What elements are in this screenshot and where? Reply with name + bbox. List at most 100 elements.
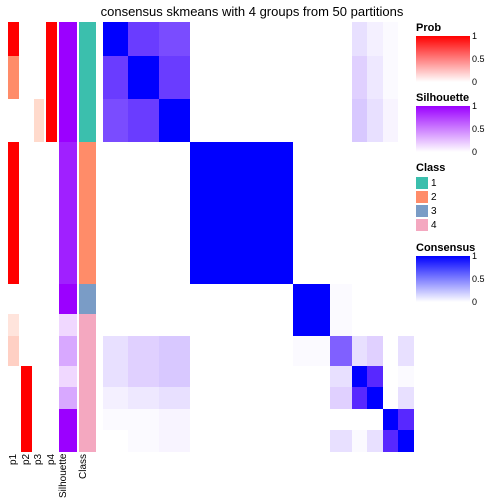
annot-cell bbox=[79, 314, 96, 336]
annot-cell bbox=[8, 409, 19, 431]
annot-cell bbox=[8, 366, 19, 388]
annot-col-p3 bbox=[34, 22, 45, 452]
class-swatch bbox=[416, 219, 428, 231]
heatmap-cell bbox=[103, 22, 128, 56]
colorbar-tick: 0.5 bbox=[472, 274, 485, 284]
annot-cell bbox=[21, 284, 32, 314]
colorbar-tick: 0.5 bbox=[472, 54, 485, 64]
heatmap-cell bbox=[367, 99, 383, 142]
heatmap-cell bbox=[398, 409, 414, 431]
heatmap-cell bbox=[330, 56, 352, 99]
heatmap-cell bbox=[330, 366, 352, 388]
heatmap-cell bbox=[190, 284, 224, 314]
heatmap-cell bbox=[159, 99, 190, 142]
heatmap-row bbox=[103, 314, 414, 336]
heatmap-cell bbox=[383, 22, 399, 56]
heatmap-cell bbox=[367, 336, 383, 366]
annot-cell bbox=[59, 284, 76, 314]
colorbar-tick: 0 bbox=[472, 147, 477, 157]
heatmap-cell bbox=[159, 142, 190, 189]
class-swatch-label: 4 bbox=[431, 220, 437, 231]
annot-cell bbox=[34, 409, 45, 431]
annotation-columns bbox=[8, 22, 98, 452]
heatmap-cell bbox=[398, 237, 414, 284]
annot-cell bbox=[8, 142, 19, 189]
heatmap-cell bbox=[224, 190, 258, 237]
heatmap-cell bbox=[224, 99, 258, 142]
annot-cell bbox=[8, 237, 19, 284]
legend-class-title: Class bbox=[416, 162, 500, 174]
annot-col-p4 bbox=[46, 22, 57, 452]
heatmap-cell bbox=[314, 142, 330, 189]
heatmap-cell bbox=[224, 387, 258, 409]
heatmap-cell bbox=[128, 409, 159, 431]
heatmap-cell bbox=[159, 190, 190, 237]
heatmap-cell bbox=[330, 284, 352, 314]
heatmap-cell bbox=[398, 284, 414, 314]
heatmap-cell bbox=[314, 409, 330, 431]
heatmap-cell bbox=[398, 314, 414, 336]
class-swatch bbox=[416, 205, 428, 217]
heatmap-cell bbox=[352, 237, 368, 284]
class-swatch-label: 2 bbox=[431, 192, 437, 203]
heatmap-cell bbox=[103, 314, 128, 336]
xlabel-class: Class bbox=[78, 454, 98, 502]
heatmap-cell bbox=[128, 366, 159, 388]
heatmap-cell bbox=[330, 387, 352, 409]
heatmap-cell bbox=[190, 99, 224, 142]
heatmap-cell bbox=[128, 314, 159, 336]
annot-cell bbox=[34, 190, 45, 237]
xlabel-p3: p3 bbox=[33, 454, 46, 502]
heatmap-cell bbox=[330, 237, 352, 284]
heatmap-cell bbox=[128, 430, 159, 452]
heatmap-cell bbox=[314, 314, 330, 336]
heatmap-cell bbox=[314, 284, 330, 314]
heatmap-cell bbox=[367, 56, 383, 99]
heatmap-cell bbox=[367, 314, 383, 336]
annot-cell bbox=[46, 190, 57, 237]
heatmap-cell bbox=[159, 56, 190, 99]
heatmap-cell bbox=[352, 56, 368, 99]
heatmap-cell bbox=[224, 366, 258, 388]
annot-cell bbox=[59, 237, 76, 284]
annot-cell bbox=[34, 387, 45, 409]
class-swatch-row: 4 bbox=[416, 218, 500, 232]
annot-cell bbox=[46, 22, 57, 56]
annot-cell bbox=[46, 284, 57, 314]
legend-prob-title: Prob bbox=[416, 22, 500, 34]
colorbar-prob: 10.50 bbox=[416, 36, 470, 82]
heatmap-cell bbox=[367, 409, 383, 431]
annot-cell bbox=[46, 387, 57, 409]
heatmap-cell bbox=[293, 387, 315, 409]
heatmap-cell bbox=[398, 142, 414, 189]
colorbar-tick: 1 bbox=[472, 251, 477, 261]
annot-cell bbox=[79, 430, 96, 452]
heatmap-row bbox=[103, 284, 414, 314]
heatmap-cell bbox=[352, 366, 368, 388]
colorbar-silhouette: 10.50 bbox=[416, 106, 470, 152]
heatmap-cell bbox=[367, 366, 383, 388]
heatmap-cell bbox=[103, 190, 128, 237]
heatmap-cell bbox=[367, 142, 383, 189]
annot-cell bbox=[8, 284, 19, 314]
heatmap-cell bbox=[352, 22, 368, 56]
colorbar-tick: 0 bbox=[472, 77, 477, 87]
annot-cell bbox=[8, 336, 19, 366]
heatmap-cell bbox=[258, 284, 292, 314]
heatmap-cell bbox=[190, 409, 224, 431]
heatmap-row bbox=[103, 142, 414, 189]
heatmap-cell bbox=[293, 366, 315, 388]
heatmap-cell bbox=[258, 99, 292, 142]
heatmap-cell bbox=[383, 387, 399, 409]
annot-cell bbox=[21, 314, 32, 336]
heatmap-cell bbox=[293, 99, 315, 142]
heatmap-cell bbox=[383, 142, 399, 189]
heatmap-cell bbox=[330, 99, 352, 142]
heatmap-cell bbox=[367, 190, 383, 237]
heatmap-cell bbox=[352, 387, 368, 409]
annot-cell bbox=[79, 237, 96, 284]
legend-consensus: Consensus 10.50 bbox=[416, 242, 500, 302]
heatmap-cell bbox=[314, 387, 330, 409]
class-swatches: 1234 bbox=[416, 176, 500, 232]
heatmap-cell bbox=[190, 430, 224, 452]
